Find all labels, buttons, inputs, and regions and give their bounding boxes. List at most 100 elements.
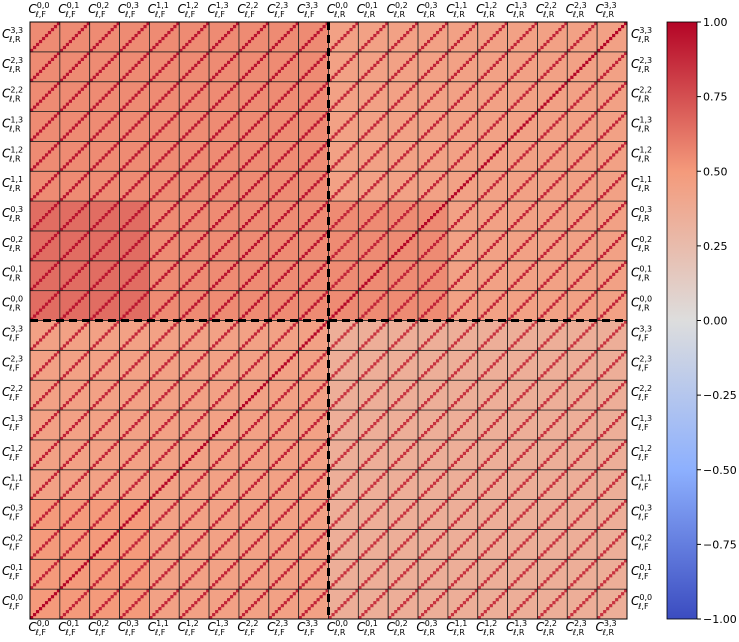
diagonal-cell bbox=[218, 547, 222, 551]
diagonal-cell bbox=[444, 589, 449, 593]
diagonal-cell bbox=[355, 51, 359, 56]
diagonal-cell bbox=[603, 550, 607, 554]
diagonal-cell bbox=[421, 105, 425, 109]
diagonal-cell bbox=[244, 490, 249, 494]
diagonal-cell bbox=[167, 478, 171, 482]
diagonal-cell bbox=[209, 168, 213, 172]
diagonal-cell bbox=[56, 22, 61, 26]
diagonal-cell bbox=[450, 374, 455, 378]
diagonal-cell bbox=[447, 198, 452, 202]
diagonal-cell bbox=[191, 544, 195, 548]
diagonal-cell bbox=[579, 66, 583, 70]
diagonal-cell bbox=[209, 198, 213, 202]
diagonal-cell bbox=[238, 48, 243, 53]
diagonal-cell bbox=[424, 72, 428, 76]
diagonal-cell bbox=[235, 380, 240, 384]
diagonal-cell bbox=[438, 207, 443, 211]
diagonal-cell bbox=[244, 430, 249, 435]
diagonal-cell bbox=[450, 344, 455, 348]
diagonal-cell bbox=[86, 320, 90, 324]
diagonal-cell bbox=[334, 580, 338, 584]
label-sup: 2,2 bbox=[246, 1, 259, 10]
diagonal-cell bbox=[232, 323, 237, 327]
diagonal-cell bbox=[528, 416, 532, 420]
diagonal-cell bbox=[292, 204, 296, 208]
diagonal-cell bbox=[435, 448, 440, 453]
diagonal-cell bbox=[259, 356, 264, 360]
diagonal-cell bbox=[247, 308, 252, 312]
label-sub: ℓ,F bbox=[64, 10, 76, 19]
label-sup: 0,0 bbox=[10, 593, 23, 602]
diagonal-cell bbox=[409, 475, 413, 479]
diagonal-cell bbox=[432, 392, 437, 396]
diagonal-cell bbox=[591, 383, 595, 387]
diagonal-cell bbox=[462, 242, 467, 247]
diagonal-cell bbox=[340, 156, 344, 160]
diagonal-cell bbox=[229, 386, 234, 390]
diagonal-cell bbox=[274, 311, 278, 315]
diagonal-cell bbox=[453, 520, 458, 524]
diagonal-cell bbox=[110, 595, 114, 599]
diagonal-cell bbox=[331, 284, 335, 288]
diagonal-cell bbox=[340, 186, 344, 190]
diagonal-cell bbox=[534, 260, 538, 264]
diagonal-cell bbox=[558, 535, 562, 539]
diagonal-cell bbox=[403, 451, 407, 456]
diagonal-cell bbox=[241, 433, 246, 438]
diagonal-cell bbox=[522, 571, 526, 575]
diagonal-cell bbox=[621, 54, 625, 59]
diagonal-cell bbox=[307, 219, 311, 223]
diagonal-cell bbox=[203, 532, 207, 536]
diagonal-cell bbox=[346, 329, 350, 333]
diagonal-cell bbox=[146, 559, 150, 563]
diagonal-cell bbox=[200, 27, 204, 32]
diagonal-cell bbox=[555, 239, 559, 244]
diagonal-cell bbox=[486, 308, 490, 312]
diagonal-cell bbox=[218, 278, 222, 282]
diagonal-cell bbox=[221, 365, 225, 369]
diagonal-cell bbox=[322, 472, 326, 476]
diagonal-cell bbox=[161, 395, 165, 399]
diagonal-cell bbox=[38, 39, 43, 44]
diagonal-cell bbox=[298, 317, 302, 321]
diagonal-cell bbox=[232, 114, 237, 118]
diagonal-cell bbox=[182, 344, 186, 348]
diagonal-cell bbox=[92, 523, 96, 527]
diagonal-cell bbox=[468, 87, 472, 91]
diagonal-cell bbox=[394, 580, 398, 584]
diagonal-cell bbox=[98, 99, 102, 103]
diagonal-cell bbox=[549, 454, 553, 459]
diagonal-cell bbox=[44, 421, 49, 426]
diagonal-cell bbox=[385, 260, 389, 264]
diagonal-cell bbox=[71, 96, 75, 100]
diagonal-cell bbox=[65, 42, 70, 47]
diagonal-cell bbox=[531, 204, 535, 208]
diagonal-cell bbox=[382, 592, 386, 596]
diagonal-cell bbox=[579, 156, 583, 160]
diagonal-cell bbox=[409, 177, 413, 181]
diagonal-cell bbox=[558, 445, 562, 450]
diagonal-cell bbox=[286, 60, 290, 64]
diagonal-cell bbox=[247, 427, 252, 432]
diagonal-cell bbox=[259, 386, 264, 390]
diagonal-cell bbox=[307, 547, 311, 551]
diagonal-cell bbox=[409, 416, 413, 420]
diagonal-cell bbox=[53, 592, 58, 596]
diagonal-cell bbox=[71, 604, 75, 608]
diagonal-cell bbox=[388, 317, 392, 321]
diagonal-cell bbox=[406, 90, 410, 94]
diagonal-cell bbox=[456, 398, 461, 402]
diagonal-cell bbox=[224, 451, 228, 456]
diagonal-cell bbox=[510, 75, 514, 79]
diagonal-cell bbox=[429, 186, 434, 190]
diagonal-cell bbox=[585, 60, 589, 64]
diagonal-cell bbox=[337, 39, 341, 44]
diagonal-cell bbox=[221, 245, 225, 250]
diagonal-cell bbox=[349, 445, 353, 450]
diagonal-cell bbox=[289, 117, 293, 121]
diagonal-cell bbox=[441, 204, 446, 208]
label-sub: ℓ,F bbox=[94, 10, 106, 19]
label-sup: 0,3 bbox=[126, 1, 139, 10]
diagonal-cell bbox=[203, 114, 207, 118]
diagonal-cell bbox=[432, 213, 437, 217]
